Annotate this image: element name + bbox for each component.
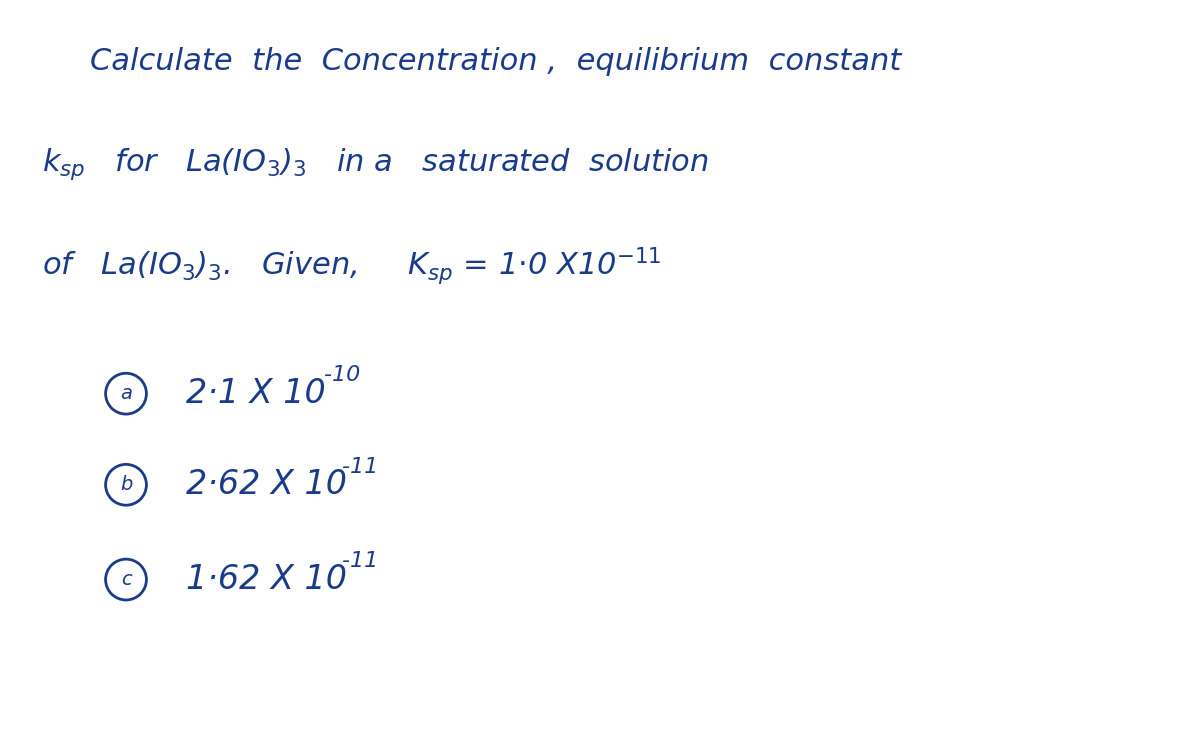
Text: 2·1 X 10: 2·1 X 10 bbox=[186, 377, 325, 410]
Text: 2·62 X 10: 2·62 X 10 bbox=[186, 468, 347, 502]
Text: c: c bbox=[121, 570, 131, 589]
Text: -11: -11 bbox=[342, 551, 378, 572]
Text: -10: -10 bbox=[324, 365, 360, 386]
Text: of   La(IO$_3$)$_3$.   Given,     $K_{sp}$ = 1$\cdot$0 X10$^{-11}$: of La(IO$_3$)$_3$. Given, $K_{sp}$ = 1$\… bbox=[42, 246, 661, 286]
Text: -11: -11 bbox=[342, 456, 378, 477]
Text: 1·62 X 10: 1·62 X 10 bbox=[186, 563, 347, 596]
Text: Calculate  the  Concentration ,  equilibrium  constant: Calculate the Concentration , equilibriu… bbox=[90, 47, 901, 77]
Text: $k_{sp}$   for   La(IO$_3$)$_3$   in a   saturated  solution: $k_{sp}$ for La(IO$_3$)$_3$ in a saturat… bbox=[42, 146, 709, 182]
Text: a: a bbox=[120, 384, 132, 403]
Text: b: b bbox=[120, 475, 132, 494]
